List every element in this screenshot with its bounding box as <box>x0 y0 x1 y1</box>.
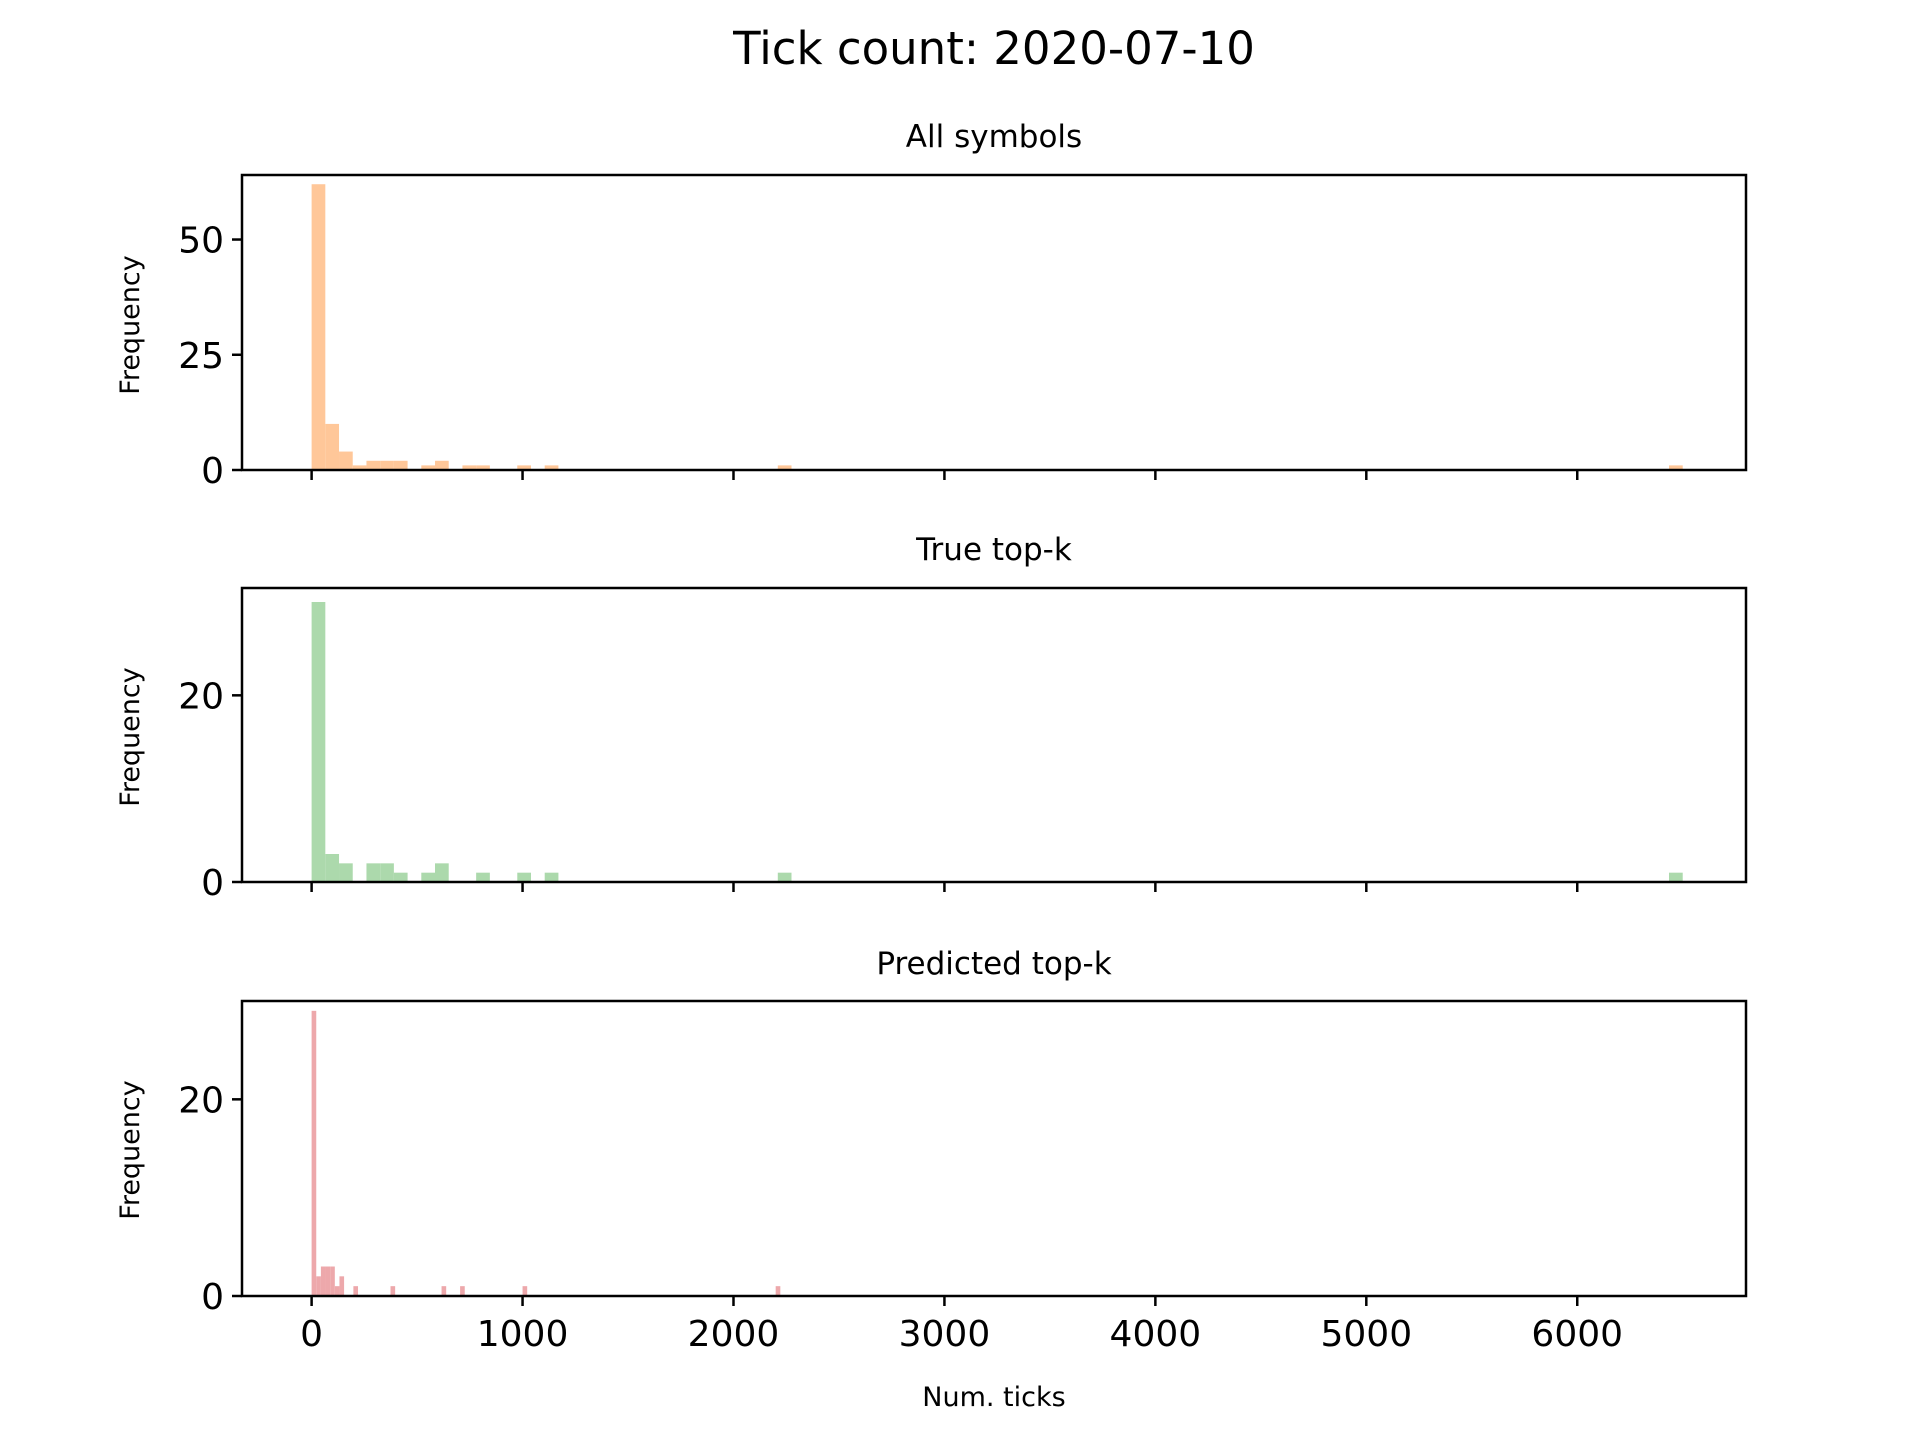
subplot-title: All symbols <box>906 119 1082 155</box>
bars <box>311 184 1683 470</box>
y-axis-label: Frequency <box>115 255 146 395</box>
x-tick-label: 0 <box>300 1314 323 1355</box>
histogram-bar <box>1669 465 1683 470</box>
y-tick-label: 25 <box>178 336 224 377</box>
histogram-bar <box>1669 872 1683 882</box>
x-tick-label: 5000 <box>1320 1314 1412 1355</box>
histogram-bar <box>435 863 449 882</box>
histogram-bar <box>393 872 408 882</box>
y-ticks: 0 20 <box>178 1080 242 1318</box>
histogram-bar <box>311 184 326 470</box>
histogram-bar <box>316 1276 321 1296</box>
histogram-bar <box>334 1286 340 1296</box>
histogram-bar <box>325 854 340 882</box>
x-ticks <box>310 882 1579 892</box>
histogram-bar <box>325 1266 331 1296</box>
x-tick-label: 4000 <box>1110 1314 1202 1355</box>
plot-frame <box>240 586 1748 884</box>
subplot-true-top-k: True top-k 0 20 Frequency <box>115 532 1748 904</box>
histogram-bar <box>476 465 490 470</box>
y-axis-label: Frequency <box>115 667 146 807</box>
plot-frame <box>240 173 1748 472</box>
histogram-bar <box>393 460 408 470</box>
histogram-bar <box>311 1010 317 1296</box>
x-ticks: 0 1000 2000 3000 4000 5000 6000 <box>300 1296 1623 1355</box>
histogram-bar <box>421 872 436 882</box>
histogram-bar <box>311 602 326 882</box>
histogram-bar <box>353 1286 359 1296</box>
y-ticks: 0 25 50 <box>178 221 242 492</box>
y-axis-label: Frequency <box>115 1080 146 1220</box>
histogram-bar <box>460 1286 465 1296</box>
subplot-title: True top-k <box>915 532 1072 568</box>
histogram-bar <box>435 460 449 470</box>
y-tick-label: 20 <box>178 676 224 717</box>
histogram-bar <box>462 465 477 470</box>
histogram-bar <box>775 1286 781 1296</box>
histogram-bar <box>476 872 490 882</box>
histogram-bar <box>522 1286 528 1296</box>
histogram-bar <box>441 1286 447 1296</box>
histogram-bar <box>325 423 340 470</box>
histogram-bar <box>366 863 381 882</box>
subplot-title: Predicted top-k <box>876 946 1111 982</box>
histogram-bar <box>320 1266 326 1296</box>
histogram-bar <box>339 451 353 470</box>
x-tick-label: 3000 <box>899 1314 991 1355</box>
histogram-bar <box>380 863 394 882</box>
histogram-bar <box>544 872 559 882</box>
plot-frame <box>240 999 1748 1298</box>
x-tick-label: 1000 <box>477 1314 569 1355</box>
histogram-bar <box>421 465 436 470</box>
x-tick-label: 6000 <box>1531 1314 1623 1355</box>
histogram-bar <box>330 1266 335 1296</box>
histogram-bar <box>517 465 531 470</box>
y-tick-label: 50 <box>178 221 224 262</box>
histogram-bar <box>544 465 559 470</box>
y-tick-label: 20 <box>178 1080 224 1121</box>
histogram-bar <box>517 872 531 882</box>
y-tick-label: 0 <box>201 451 224 492</box>
histogram-bar <box>366 460 381 470</box>
histogram-bar <box>777 465 792 470</box>
x-ticks <box>310 470 1579 480</box>
histogram-bar <box>339 1276 345 1296</box>
histogram-bar <box>339 863 353 882</box>
y-ticks: 0 20 <box>178 676 242 904</box>
bars <box>311 602 1683 882</box>
x-tick-label: 2000 <box>688 1314 780 1355</box>
subplot-predicted-top-k: Predicted top-k 0 1000 2000 3000 4000 5000 600… <box>115 946 1748 1413</box>
y-tick-label: 0 <box>201 1277 224 1318</box>
bars <box>311 1010 781 1296</box>
figure-title: Tick count: 2020-07-10 <box>732 22 1255 75</box>
y-tick-label: 0 <box>201 863 224 904</box>
histogram-bar <box>352 465 367 470</box>
histogram-bar <box>390 1286 396 1296</box>
x-axis-label: Num. ticks <box>922 1382 1065 1413</box>
subplot-all-symbols: All symbols 0 25 50 Frequency <box>115 119 1748 492</box>
histogram-bar <box>380 460 394 470</box>
histogram-bar <box>777 872 792 882</box>
